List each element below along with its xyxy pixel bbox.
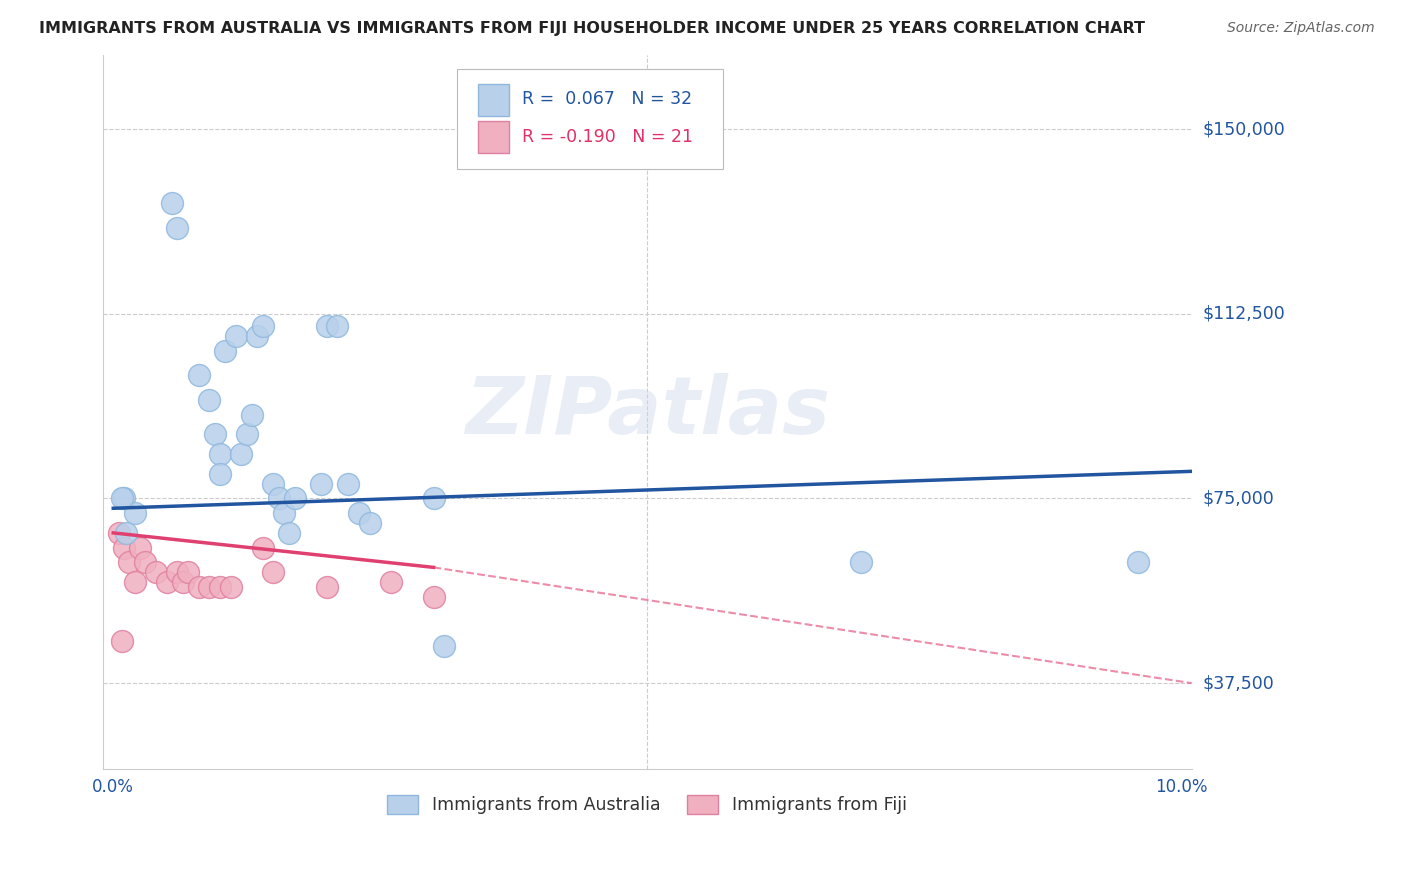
Point [337, 476, 360, 491]
Point [273, 506, 295, 520]
Point [359, 516, 381, 530]
Point [1128, 556, 1150, 570]
Point [166, 566, 188, 580]
Point [160, 195, 183, 210]
Text: $37,500: $37,500 [1202, 674, 1275, 692]
Text: ZIPatlas: ZIPatlas [464, 373, 830, 451]
Point [112, 491, 135, 506]
Point [166, 220, 188, 235]
Point [204, 427, 226, 442]
Point [278, 525, 301, 540]
Point [156, 575, 179, 590]
Point [198, 392, 221, 407]
Point [262, 476, 284, 491]
Point [208, 580, 231, 594]
Point [326, 319, 349, 334]
Point [219, 580, 242, 594]
Point [849, 556, 872, 570]
Point [124, 506, 146, 520]
Point [240, 408, 263, 422]
Legend: Immigrants from Australia, Immigrants from Fiji: Immigrants from Australia, Immigrants fr… [380, 789, 914, 822]
Point [214, 343, 236, 358]
Point [433, 639, 456, 653]
Point [235, 427, 257, 442]
Point [172, 575, 194, 590]
Text: R =  0.067   N = 32: R = 0.067 N = 32 [522, 90, 692, 108]
FancyBboxPatch shape [457, 70, 723, 169]
Point [311, 476, 333, 491]
Point [208, 447, 231, 461]
Point [315, 580, 337, 594]
Point [422, 590, 444, 604]
FancyBboxPatch shape [478, 120, 509, 153]
Text: $75,000: $75,000 [1202, 490, 1275, 508]
Point [187, 580, 209, 594]
Point [145, 566, 167, 580]
Point [380, 575, 402, 590]
Point [187, 368, 209, 383]
Text: Source: ZipAtlas.com: Source: ZipAtlas.com [1227, 21, 1375, 35]
Point [115, 525, 138, 540]
Point [208, 467, 231, 481]
Point [347, 506, 370, 520]
Point [134, 556, 156, 570]
Point [252, 319, 274, 334]
Point [198, 580, 221, 594]
Text: $112,500: $112,500 [1202, 305, 1285, 323]
Point [177, 566, 200, 580]
Point [262, 566, 284, 580]
Point [111, 634, 134, 648]
Text: R = -0.190   N = 21: R = -0.190 N = 21 [522, 128, 693, 146]
Point [107, 525, 129, 540]
FancyBboxPatch shape [478, 84, 509, 116]
Point [246, 329, 269, 343]
Text: IMMIGRANTS FROM AUSTRALIA VS IMMIGRANTS FROM FIJI HOUSEHOLDER INCOME UNDER 25 YE: IMMIGRANTS FROM AUSTRALIA VS IMMIGRANTS … [39, 21, 1146, 36]
Point [284, 491, 307, 506]
Point [118, 556, 141, 570]
Point [111, 491, 134, 506]
Point [252, 541, 274, 555]
Point [112, 541, 135, 555]
Point [129, 541, 152, 555]
Point [124, 575, 146, 590]
Point [231, 447, 253, 461]
Point [315, 319, 337, 334]
Point [225, 329, 247, 343]
Point [422, 491, 444, 506]
Point [267, 491, 290, 506]
Text: $150,000: $150,000 [1202, 120, 1285, 138]
